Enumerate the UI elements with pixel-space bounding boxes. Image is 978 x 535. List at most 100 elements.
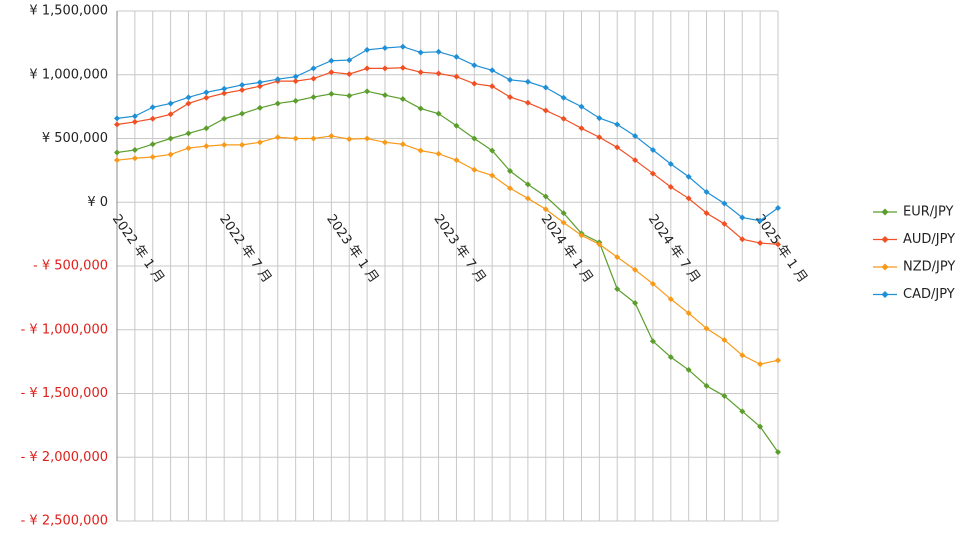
point bbox=[221, 85, 228, 92]
point bbox=[524, 195, 531, 202]
point bbox=[471, 62, 478, 69]
point bbox=[757, 423, 764, 430]
point bbox=[399, 95, 406, 102]
point bbox=[203, 89, 210, 96]
point bbox=[703, 189, 710, 196]
legend-label: NZD/JPY bbox=[903, 260, 955, 275]
point bbox=[203, 125, 210, 132]
point bbox=[507, 168, 514, 175]
y-tick-label: - ¥ 500,000 bbox=[33, 259, 108, 274]
point bbox=[632, 299, 639, 306]
point bbox=[114, 149, 120, 156]
point bbox=[453, 73, 460, 80]
point bbox=[310, 135, 317, 142]
point bbox=[167, 135, 174, 142]
point bbox=[757, 361, 764, 368]
point bbox=[775, 449, 781, 456]
point bbox=[578, 103, 585, 110]
point bbox=[149, 104, 156, 111]
point bbox=[399, 64, 406, 71]
legend-label: EUR/JPY bbox=[903, 205, 954, 220]
point bbox=[381, 92, 388, 99]
point bbox=[489, 67, 496, 74]
point bbox=[149, 153, 156, 160]
y-tick-label: ¥ 1,500,000 bbox=[29, 4, 108, 19]
point bbox=[560, 219, 567, 226]
point bbox=[596, 134, 603, 141]
point bbox=[542, 84, 549, 91]
point bbox=[703, 210, 710, 217]
point bbox=[757, 240, 764, 247]
point bbox=[542, 107, 549, 114]
series-line bbox=[116, 46, 779, 222]
point bbox=[775, 357, 781, 364]
point bbox=[381, 65, 388, 72]
point bbox=[114, 121, 120, 128]
point bbox=[667, 296, 674, 303]
point bbox=[667, 183, 674, 190]
point bbox=[149, 115, 156, 122]
point bbox=[417, 69, 424, 76]
point bbox=[239, 87, 246, 94]
y-tick-label: ¥ 1,000,000 bbox=[29, 67, 108, 82]
x-tick-label: 2022 年 7 月 bbox=[216, 212, 274, 286]
point bbox=[453, 53, 460, 60]
point bbox=[185, 130, 192, 137]
point bbox=[435, 110, 442, 117]
point bbox=[328, 69, 335, 76]
point bbox=[596, 115, 603, 122]
point bbox=[560, 210, 567, 217]
point bbox=[507, 76, 514, 83]
legend-label: AUD/JPY bbox=[903, 232, 955, 247]
point bbox=[524, 78, 531, 85]
point bbox=[489, 172, 496, 179]
point bbox=[203, 94, 210, 101]
point bbox=[310, 75, 317, 82]
point bbox=[560, 115, 567, 122]
point bbox=[632, 157, 639, 164]
point bbox=[274, 134, 281, 141]
y-tick-label: - ¥ 2,000,000 bbox=[21, 450, 108, 465]
point bbox=[328, 57, 335, 64]
point bbox=[471, 166, 478, 173]
point bbox=[364, 65, 371, 72]
point bbox=[185, 145, 192, 152]
point bbox=[721, 200, 728, 207]
y-tick-label: ¥ 0 bbox=[87, 195, 108, 210]
point bbox=[435, 70, 442, 77]
point bbox=[739, 352, 746, 359]
point bbox=[114, 115, 120, 122]
point bbox=[685, 195, 692, 202]
x-tick-label: 2024 年 7 月 bbox=[645, 212, 703, 286]
point bbox=[453, 157, 460, 164]
point bbox=[256, 79, 263, 86]
point bbox=[185, 100, 192, 107]
y-tick-label: - ¥ 1,000,000 bbox=[21, 322, 108, 337]
point bbox=[489, 147, 496, 154]
point bbox=[221, 141, 228, 148]
point bbox=[328, 132, 335, 139]
point bbox=[471, 80, 478, 87]
point bbox=[417, 147, 424, 154]
point bbox=[507, 94, 514, 101]
point bbox=[435, 48, 442, 55]
point bbox=[703, 382, 710, 389]
series-line bbox=[116, 67, 779, 245]
y-tick-label: - ¥ 1,500,000 bbox=[21, 386, 108, 401]
point bbox=[739, 214, 746, 221]
point bbox=[685, 173, 692, 180]
point bbox=[775, 204, 781, 211]
point bbox=[239, 110, 246, 117]
point bbox=[239, 141, 246, 148]
point bbox=[507, 185, 514, 192]
point bbox=[346, 71, 353, 78]
point bbox=[757, 217, 764, 224]
point bbox=[614, 254, 621, 261]
point bbox=[346, 92, 353, 99]
point bbox=[471, 135, 478, 142]
point bbox=[542, 193, 549, 200]
point bbox=[364, 135, 371, 142]
point bbox=[131, 155, 138, 162]
legend-marker bbox=[881, 291, 889, 298]
